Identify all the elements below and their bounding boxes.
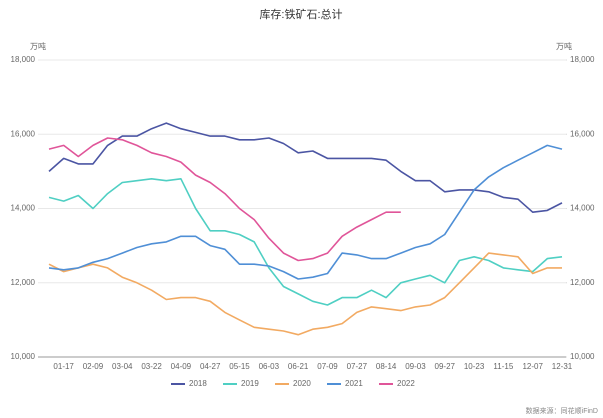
series-line xyxy=(48,122,563,213)
x-tick-label: 12-31 xyxy=(552,362,573,371)
x-tick-label: 02-09 xyxy=(83,362,104,371)
legend-label: 2021 xyxy=(345,379,363,388)
x-tick-label: 12-07 xyxy=(522,362,543,371)
source-note: 数据来源：同花顺iFinD xyxy=(526,406,598,415)
x-tick-label: 04-27 xyxy=(200,362,221,371)
y2-tick-label: 12,000 xyxy=(570,278,595,287)
x-tick-label: 04-09 xyxy=(171,362,192,371)
legend-label: 2022 xyxy=(397,379,415,388)
y2-tick-label: 14,000 xyxy=(570,204,595,213)
chart-title: 库存:铁矿石:总计 xyxy=(259,7,342,21)
y-tick-label: 16,000 xyxy=(11,129,36,138)
y-tick-label: 18,000 xyxy=(11,55,36,64)
y2-tick-label: 18,000 xyxy=(570,55,595,64)
y2-unit: 万吨 xyxy=(556,41,572,51)
series-line xyxy=(48,137,401,262)
x-tick-label: 11-15 xyxy=(493,362,513,371)
legend-label: 2020 xyxy=(293,379,311,388)
x-tick-label: 07-09 xyxy=(317,362,338,371)
x-tick-label: 05-15 xyxy=(229,362,250,371)
y-unit: 万吨 xyxy=(30,41,46,51)
y2-tick-label: 16,000 xyxy=(570,129,595,138)
x-tick-label: 01-17 xyxy=(53,362,74,371)
x-tick-label: 08-14 xyxy=(376,362,397,371)
series-line xyxy=(48,178,563,306)
x-tick-label: 03-22 xyxy=(141,362,162,371)
y-tick-label: 14,000 xyxy=(11,204,36,213)
series-line xyxy=(48,144,563,280)
y2-tick-label: 10,000 xyxy=(570,352,595,361)
x-tick-label: 10-23 xyxy=(464,362,485,371)
x-tick-label: 06-21 xyxy=(288,362,309,371)
y-tick-label: 12,000 xyxy=(11,278,36,287)
x-tick-label: 03-04 xyxy=(112,362,133,371)
series-line xyxy=(48,252,562,336)
x-tick-label: 09-27 xyxy=(435,362,456,371)
x-tick-label: 09-03 xyxy=(405,362,426,371)
legend-label: 2019 xyxy=(241,379,259,388)
legend-label: 2018 xyxy=(189,379,207,388)
x-tick-label: 06-03 xyxy=(259,362,280,371)
y-tick-label: 10,000 xyxy=(11,352,36,361)
x-tick-label: 07-27 xyxy=(347,362,368,371)
